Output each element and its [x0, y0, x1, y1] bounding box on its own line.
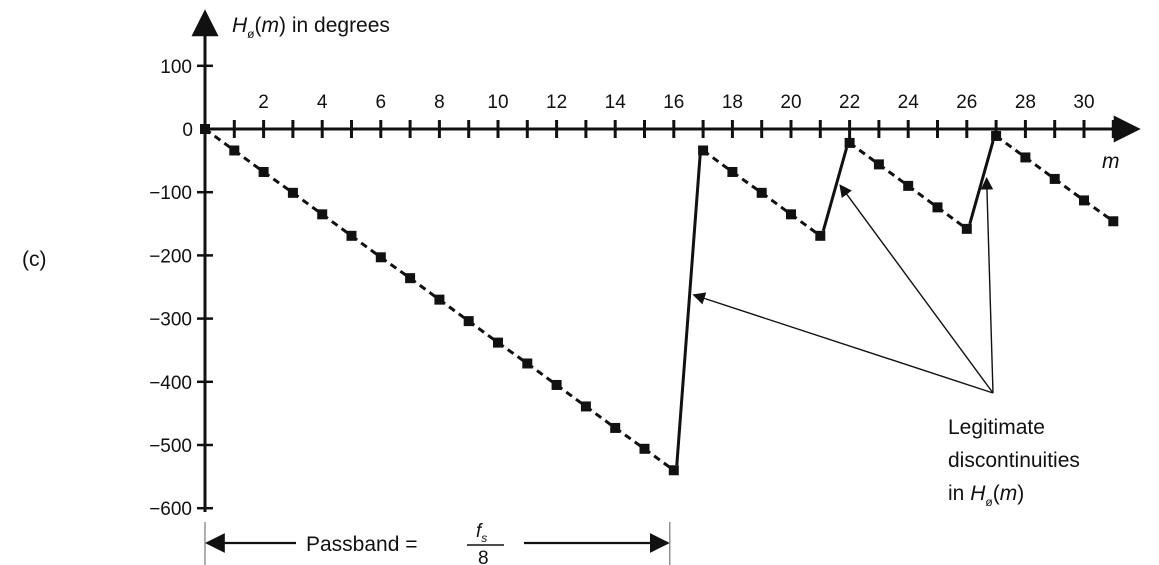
x-tick-label: 30 — [1073, 92, 1094, 113]
x-tick-label: 16 — [663, 92, 684, 113]
data-point — [1079, 195, 1089, 206]
data-point — [815, 230, 826, 241]
passband-denominator: 8 — [478, 548, 489, 565]
x-tick-label: 20 — [780, 92, 801, 113]
x-tick-label: 26 — [956, 92, 977, 113]
data-point — [698, 145, 709, 156]
y-axis-label: Hø(m) in degrees — [232, 14, 390, 41]
data-point — [727, 166, 738, 177]
data-point — [375, 252, 386, 263]
data-point — [639, 443, 650, 454]
annotation-line-2: discontinuities — [948, 449, 1080, 472]
x-tick-label: 18 — [722, 92, 743, 113]
data-series — [200, 124, 1119, 476]
x-tick-label: 10 — [487, 92, 508, 113]
data-point — [434, 294, 445, 305]
data-point — [1108, 216, 1119, 227]
annotation-arrow — [692, 292, 994, 394]
y-tick-label: −300 — [149, 310, 192, 331]
data-point — [287, 187, 298, 198]
annotation-arrows — [692, 176, 994, 394]
data-point — [551, 379, 562, 390]
data-point — [991, 130, 1002, 141]
annotation-arrow — [839, 184, 994, 394]
y-tick-label: −100 — [149, 183, 192, 204]
x-tick-label: 28 — [1015, 92, 1036, 113]
y-tick-label: −500 — [149, 436, 192, 457]
passband-numerator: fs — [476, 521, 487, 545]
x-tick-label: 14 — [605, 92, 627, 113]
data-point — [610, 422, 621, 433]
data-point — [1020, 152, 1031, 163]
discontinuity-lines — [675, 140, 995, 466]
x-axis-label: m — [1102, 150, 1120, 173]
y-tick-label: −200 — [149, 246, 192, 267]
x-tick-label: 6 — [376, 92, 387, 113]
data-point — [932, 202, 943, 213]
annotation-line-3: in Hø(m) — [948, 482, 1024, 509]
discontinuity-line — [968, 140, 995, 225]
data-point — [961, 223, 972, 234]
y-tick-label: −600 — [149, 499, 192, 520]
data-point — [463, 316, 474, 327]
annotation-line-1: Legitimate — [948, 416, 1045, 439]
data-point — [493, 337, 503, 348]
data-point — [786, 209, 796, 220]
y-tick-label: −400 — [149, 373, 192, 394]
data-point — [580, 401, 591, 412]
discontinuity-line — [821, 147, 849, 232]
x-tick-label: 2 — [258, 92, 269, 113]
data-point — [1049, 173, 1060, 184]
panel-label: (c) — [22, 248, 47, 271]
x-ticks: 2 4 6 8 10 12 14 16 18 20 22 24 26 28 30 — [232, 92, 1115, 138]
data-point — [405, 273, 416, 284]
data-point — [346, 230, 357, 241]
axes — [191, 9, 1141, 512]
data-point — [229, 145, 240, 156]
data-point — [668, 465, 679, 476]
x-tick-label: 8 — [434, 92, 445, 113]
x-tick-label: 4 — [317, 92, 328, 113]
data-point — [873, 159, 884, 170]
discontinuity-line — [675, 155, 702, 466]
annotation-arrow — [980, 176, 994, 394]
y-tick-label: 0 — [182, 120, 193, 141]
data-point — [258, 166, 269, 177]
data-point — [844, 137, 855, 148]
x-tick-label: 24 — [898, 92, 920, 113]
x-tick-label: 22 — [839, 92, 860, 113]
x-tick-label: 12 — [546, 92, 567, 113]
data-point — [317, 209, 328, 220]
passband-label: Passband = — [306, 533, 418, 556]
y-ticks: 100 0 −100 −200 −300 −400 −500 −600 — [149, 57, 213, 520]
y-tick-label: 100 — [160, 57, 192, 78]
data-point — [756, 187, 767, 198]
data-point — [903, 180, 914, 191]
data-point — [522, 358, 533, 369]
data-point — [200, 124, 210, 134]
passband-indicator: Passband = fs 8 — [204, 521, 671, 565]
discontinuity-annotation: Legitimate discontinuities in Hø(m) — [948, 416, 1080, 509]
